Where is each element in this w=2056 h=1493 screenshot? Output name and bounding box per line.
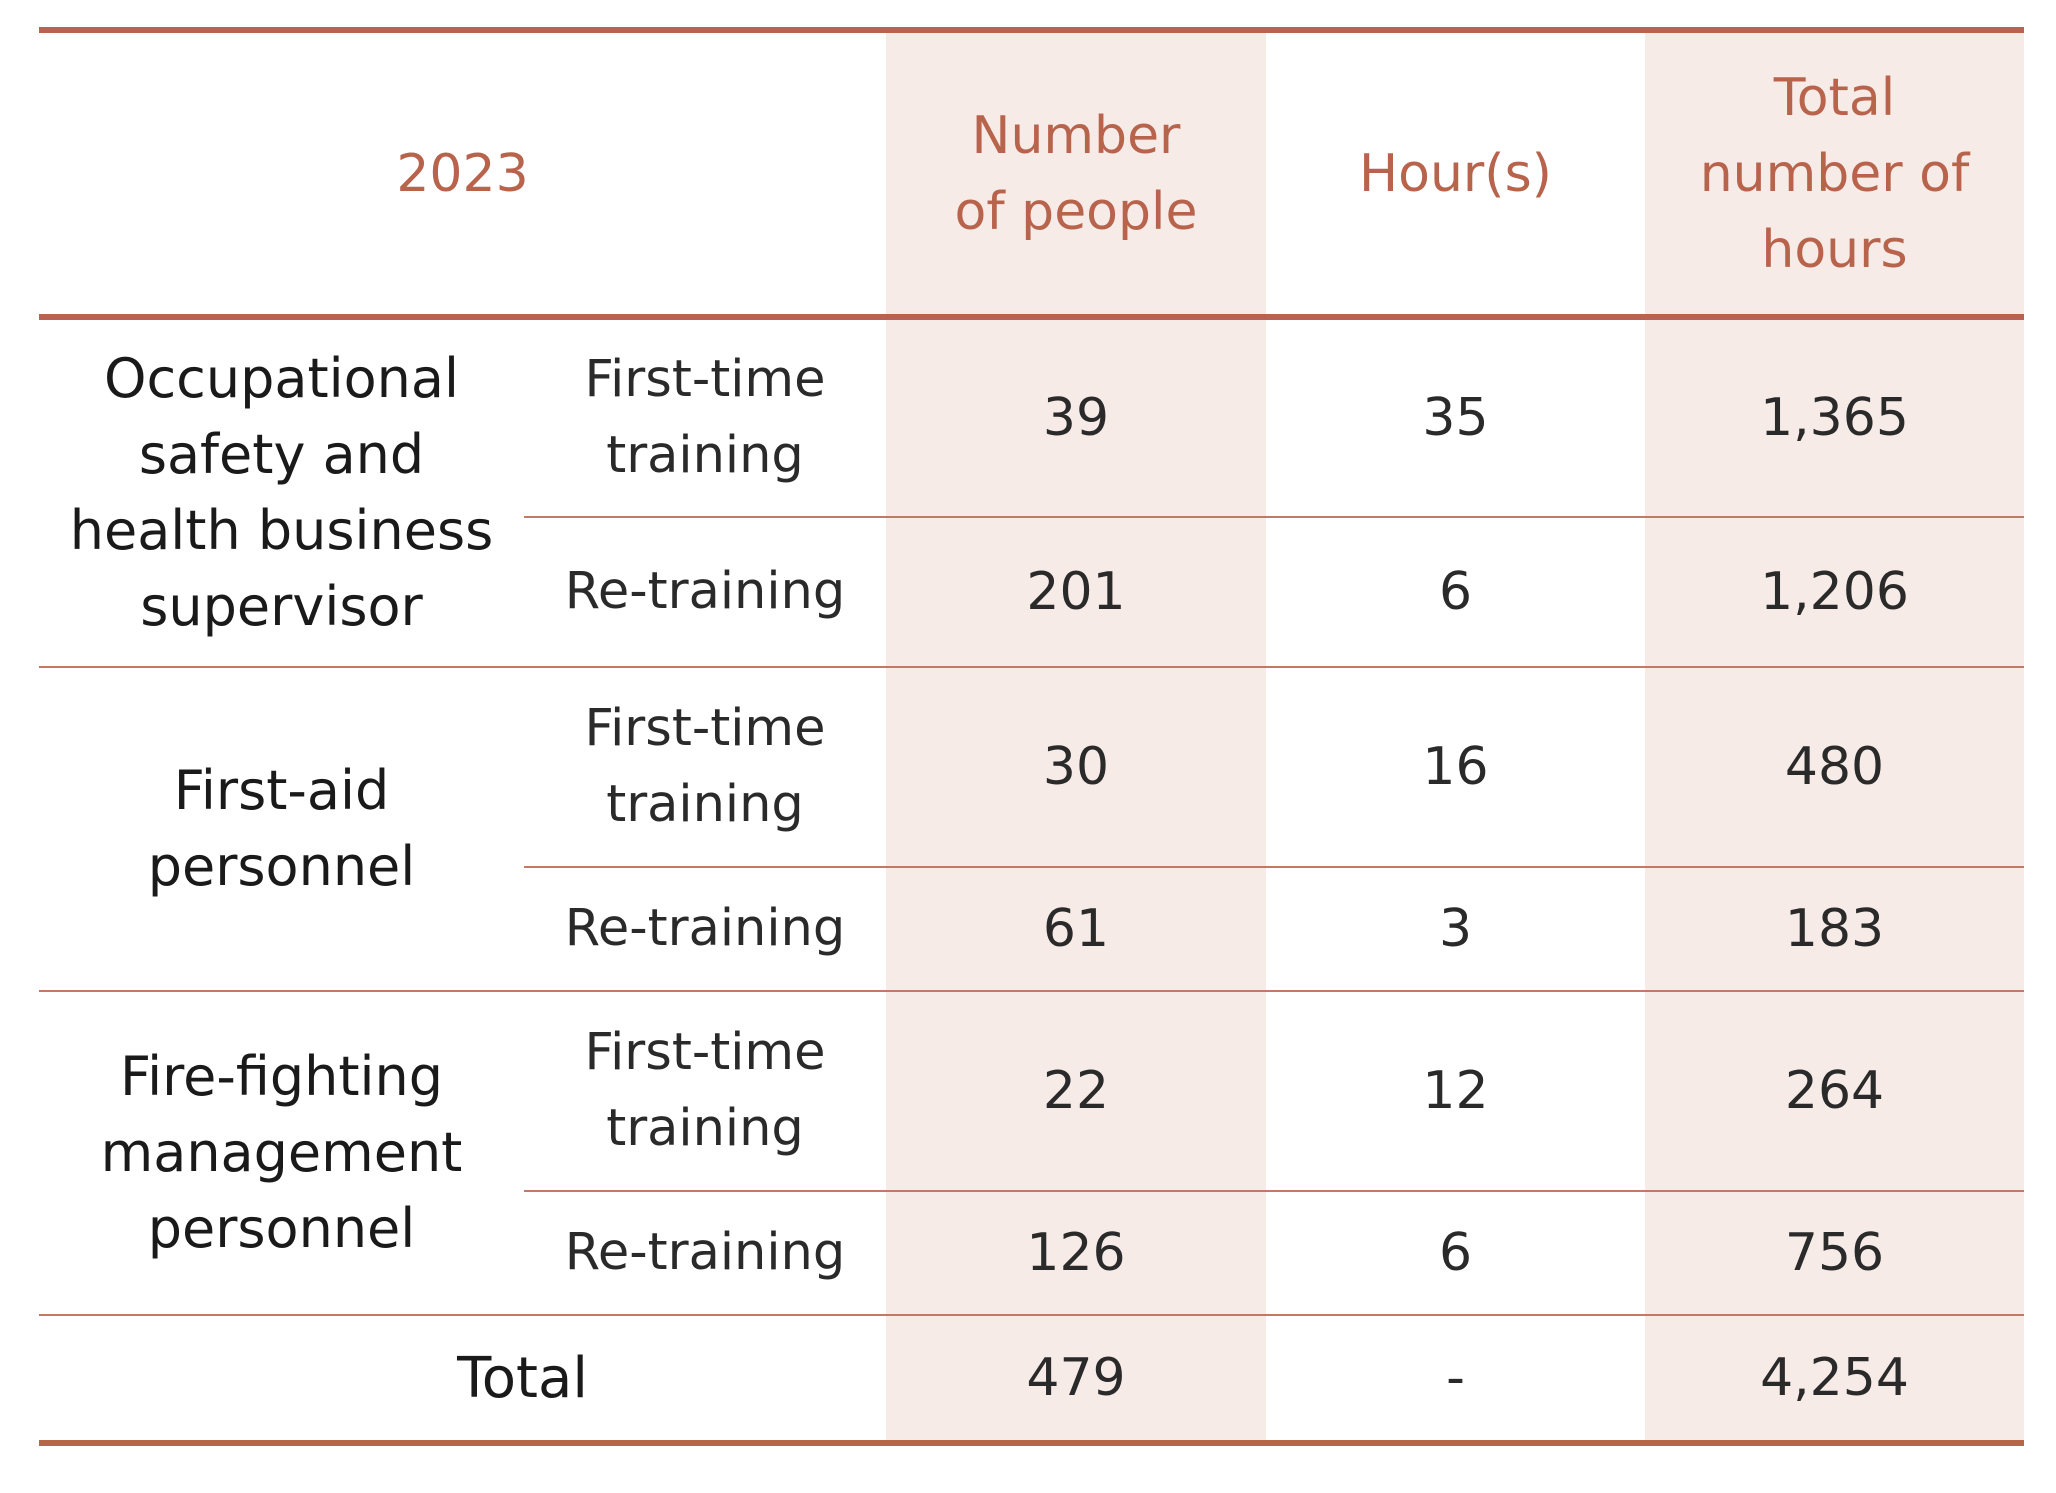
total-label: Total [39, 1315, 886, 1446]
hours-cell: 6 [1266, 517, 1645, 668]
grand-total-hours-cell: 4,254 [1645, 1315, 2024, 1446]
training-type-cell: First-time training [524, 991, 886, 1192]
training-type-cell: First-time training [524, 667, 886, 868]
table-row: Fire-fighting management personnel First… [39, 991, 2024, 1316]
training-type-label: First-time training [584, 699, 826, 834]
total-hours-cell: 264 [1645, 991, 2024, 1192]
hours-cell: 16 [1266, 667, 1645, 868]
total-people-cell: 479 [886, 1315, 1266, 1446]
training-type-label: First-time training [584, 1023, 826, 1158]
table-row: Occupational safety and health business … [39, 317, 2024, 668]
header-year: 2023 [39, 27, 886, 320]
people-cell: 126 [886, 1191, 1266, 1316]
header-row: 2023 Number of people Hour(s) Total numb… [39, 27, 2024, 320]
header-number-of-people-label: Number of people [954, 105, 1198, 242]
header-hours: Hour(s) [1266, 27, 1645, 320]
people-cell: 22 [886, 991, 1266, 1192]
people-cell: 39 [886, 317, 1266, 518]
total-hours-per-person-cell: - [1266, 1315, 1645, 1446]
people-cell: 61 [886, 867, 1266, 992]
header-number-of-people: Number of people [886, 27, 1266, 320]
people-cell: 201 [886, 517, 1266, 668]
people-cell: 30 [886, 667, 1266, 868]
total-hours-cell: 183 [1645, 867, 2024, 992]
total-hours-cell: 480 [1645, 667, 2024, 868]
total-hours-cell: 1,206 [1645, 517, 2024, 668]
training-type-cell: Re-training [524, 867, 886, 992]
category-label: Fire-fighting management personnel [100, 1045, 463, 1260]
category-label: First-aid personnel [147, 759, 416, 898]
training-table-container: 2023 Number of people Hour(s) Total numb… [39, 27, 2024, 1446]
table-row: Re-training 201 6 1,206 [39, 517, 2024, 668]
training-type-cell: Re-training [524, 1191, 886, 1316]
total-hours-cell: 756 [1645, 1191, 2024, 1316]
header-total-hours-label: Total number of hours [1699, 67, 1970, 280]
category-cell: Occupational safety and health business … [39, 317, 524, 668]
table-row: Re-training 61 3 183 [39, 867, 2024, 992]
training-type-cell: Re-training [524, 517, 886, 668]
training-hours-table: 2023 Number of people Hour(s) Total numb… [39, 27, 2024, 1446]
category-cell: First-aid personnel [39, 667, 524, 992]
hours-cell: 35 [1266, 317, 1645, 518]
table-row: First-aid personnel First-time training … [39, 667, 2024, 992]
hours-cell: 12 [1266, 991, 1645, 1192]
training-type-cell: First-time training [524, 317, 886, 518]
header-total-hours: Total number of hours [1645, 27, 2024, 320]
total-row: Total 479 - 4,254 [39, 1315, 2024, 1446]
hours-cell: 3 [1266, 867, 1645, 992]
category-cell: Fire-fighting management personnel [39, 991, 524, 1316]
table-row: Re-training 126 6 756 [39, 1191, 2024, 1316]
category-label: Occupational safety and health business … [69, 347, 494, 638]
total-hours-cell: 1,365 [1645, 317, 2024, 518]
training-type-label: First-time training [584, 350, 826, 485]
hours-cell: 6 [1266, 1191, 1645, 1316]
